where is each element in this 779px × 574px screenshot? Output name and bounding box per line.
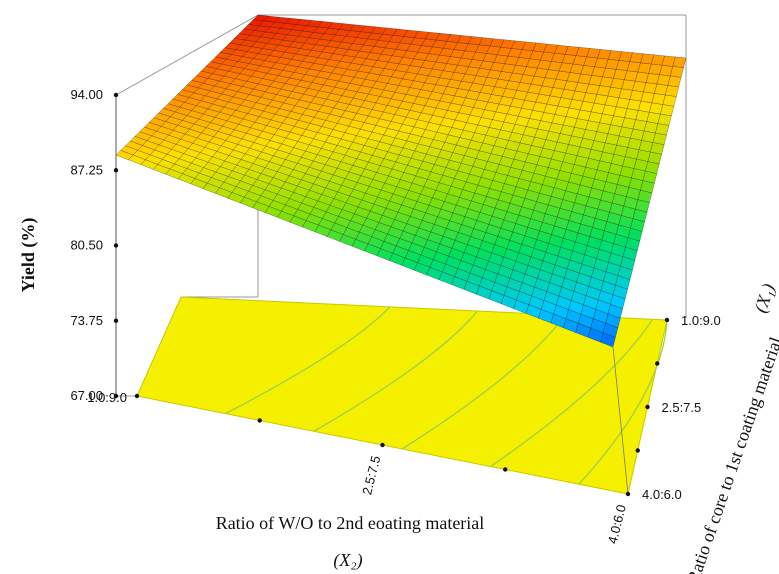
surface-edge [612,346,629,495]
z-tick-label: 94.00 [70,87,103,102]
x2-tick-label: 1.0:9.0 [87,390,127,405]
z-tick-label: 73.75 [70,313,103,328]
z-tick-mark [113,318,119,323]
x2-tick-mark [134,393,140,399]
x1-tick-mark [625,491,631,497]
box-edge [115,14,259,96]
contour-line [490,318,653,468]
x2-tick-mark [380,442,385,448]
x1-tick-label: 4.0:6.0 [642,487,682,502]
contour-line [578,319,668,485]
z-tick-label: 67.00 [70,388,103,403]
contour-floor [136,296,668,495]
z-tick-mark [113,393,119,399]
surface-cell [669,66,684,78]
z-tick-label: 87.25 [70,162,103,177]
x1-tick-mark [664,317,670,323]
z-axis-title: Yield (%) [18,218,39,293]
z-tick-mark [113,243,119,248]
x1-tick-label: 2.5:7.5 [662,400,702,415]
response-surface [115,14,687,495]
x1-tick-mark [655,361,660,366]
contour-line [313,310,478,432]
z-axis: 94.00 87.25 80.50 73.75 67.001.0:9.0 [70,87,140,405]
x2-axis-symbol: (X₂) [333,550,362,571]
contour-line [401,314,566,450]
surface-cell [660,104,675,117]
x1-tick-mark [645,404,650,410]
z-tick-label: 80.50 [70,238,103,253]
x2-tick-mark [257,418,262,423]
z-tick-mark [113,92,119,98]
x1-tick-mark [635,448,640,453]
surface-cell [664,85,680,97]
x2-tick-mark [503,467,508,472]
z-tick-mark [113,168,119,173]
x1-tick-label: 1.0:9.0 [681,313,721,328]
x2-tick-label: 2.5:7.5 [359,454,383,496]
x1-axis-symbol: (X₁) [750,281,779,315]
x2-tick-label: 4.0:6.0 [605,503,629,545]
x1-axis-title: Ratio of core to 1st coating material [683,334,779,574]
surface-cell [667,75,682,88]
contour-line [225,306,391,415]
x1-axis: 1.0:9.0 2.5:7.5 4.0:6.0 [625,313,721,502]
x2-axis-title: Ratio of W/O to 2nd eoating material [216,513,485,533]
surface-cell [662,94,677,107]
surface-cell [672,56,687,68]
